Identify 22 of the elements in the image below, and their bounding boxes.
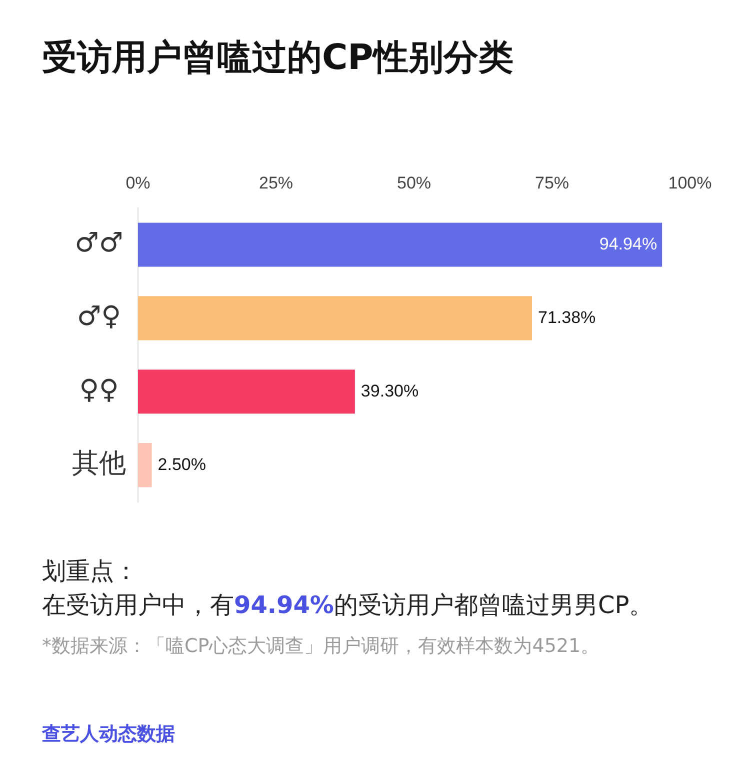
x-tick-label: 50%: [396, 173, 432, 192]
y-tick-label: 其他: [72, 448, 126, 480]
x-tick-label: 100%: [668, 173, 712, 192]
data-label: 71.38%: [538, 308, 596, 327]
bar: [138, 370, 355, 414]
data-label: 39.30%: [360, 381, 419, 400]
data-label: 94.94%: [599, 234, 658, 254]
text: *数据来源：「嗑CP心态大调查」用户调研，有效样本数为4521。: [42, 635, 600, 657]
text: 在受访用户中，有94.94%的受访用户都曾嗑过男男CP。: [42, 591, 654, 619]
x-tick-label: 75%: [534, 173, 570, 192]
text: 划重点：: [42, 557, 138, 585]
chart-title: 受访用户曾嗑过的CP性别分类: [42, 37, 514, 80]
data-label: 2.50%: [158, 454, 206, 474]
y-tick-label: ♀♀: [79, 374, 119, 406]
bar: [138, 222, 662, 267]
y-tick-label: ♂♀: [77, 301, 121, 332]
bar: [138, 443, 152, 488]
y-tick-label: ♂♂: [74, 228, 124, 259]
x-tick-label: 0%: [126, 173, 150, 192]
text: 查艺人动态数据: [42, 723, 175, 745]
bar: [138, 296, 532, 340]
x-tick-label: 25%: [258, 173, 294, 192]
